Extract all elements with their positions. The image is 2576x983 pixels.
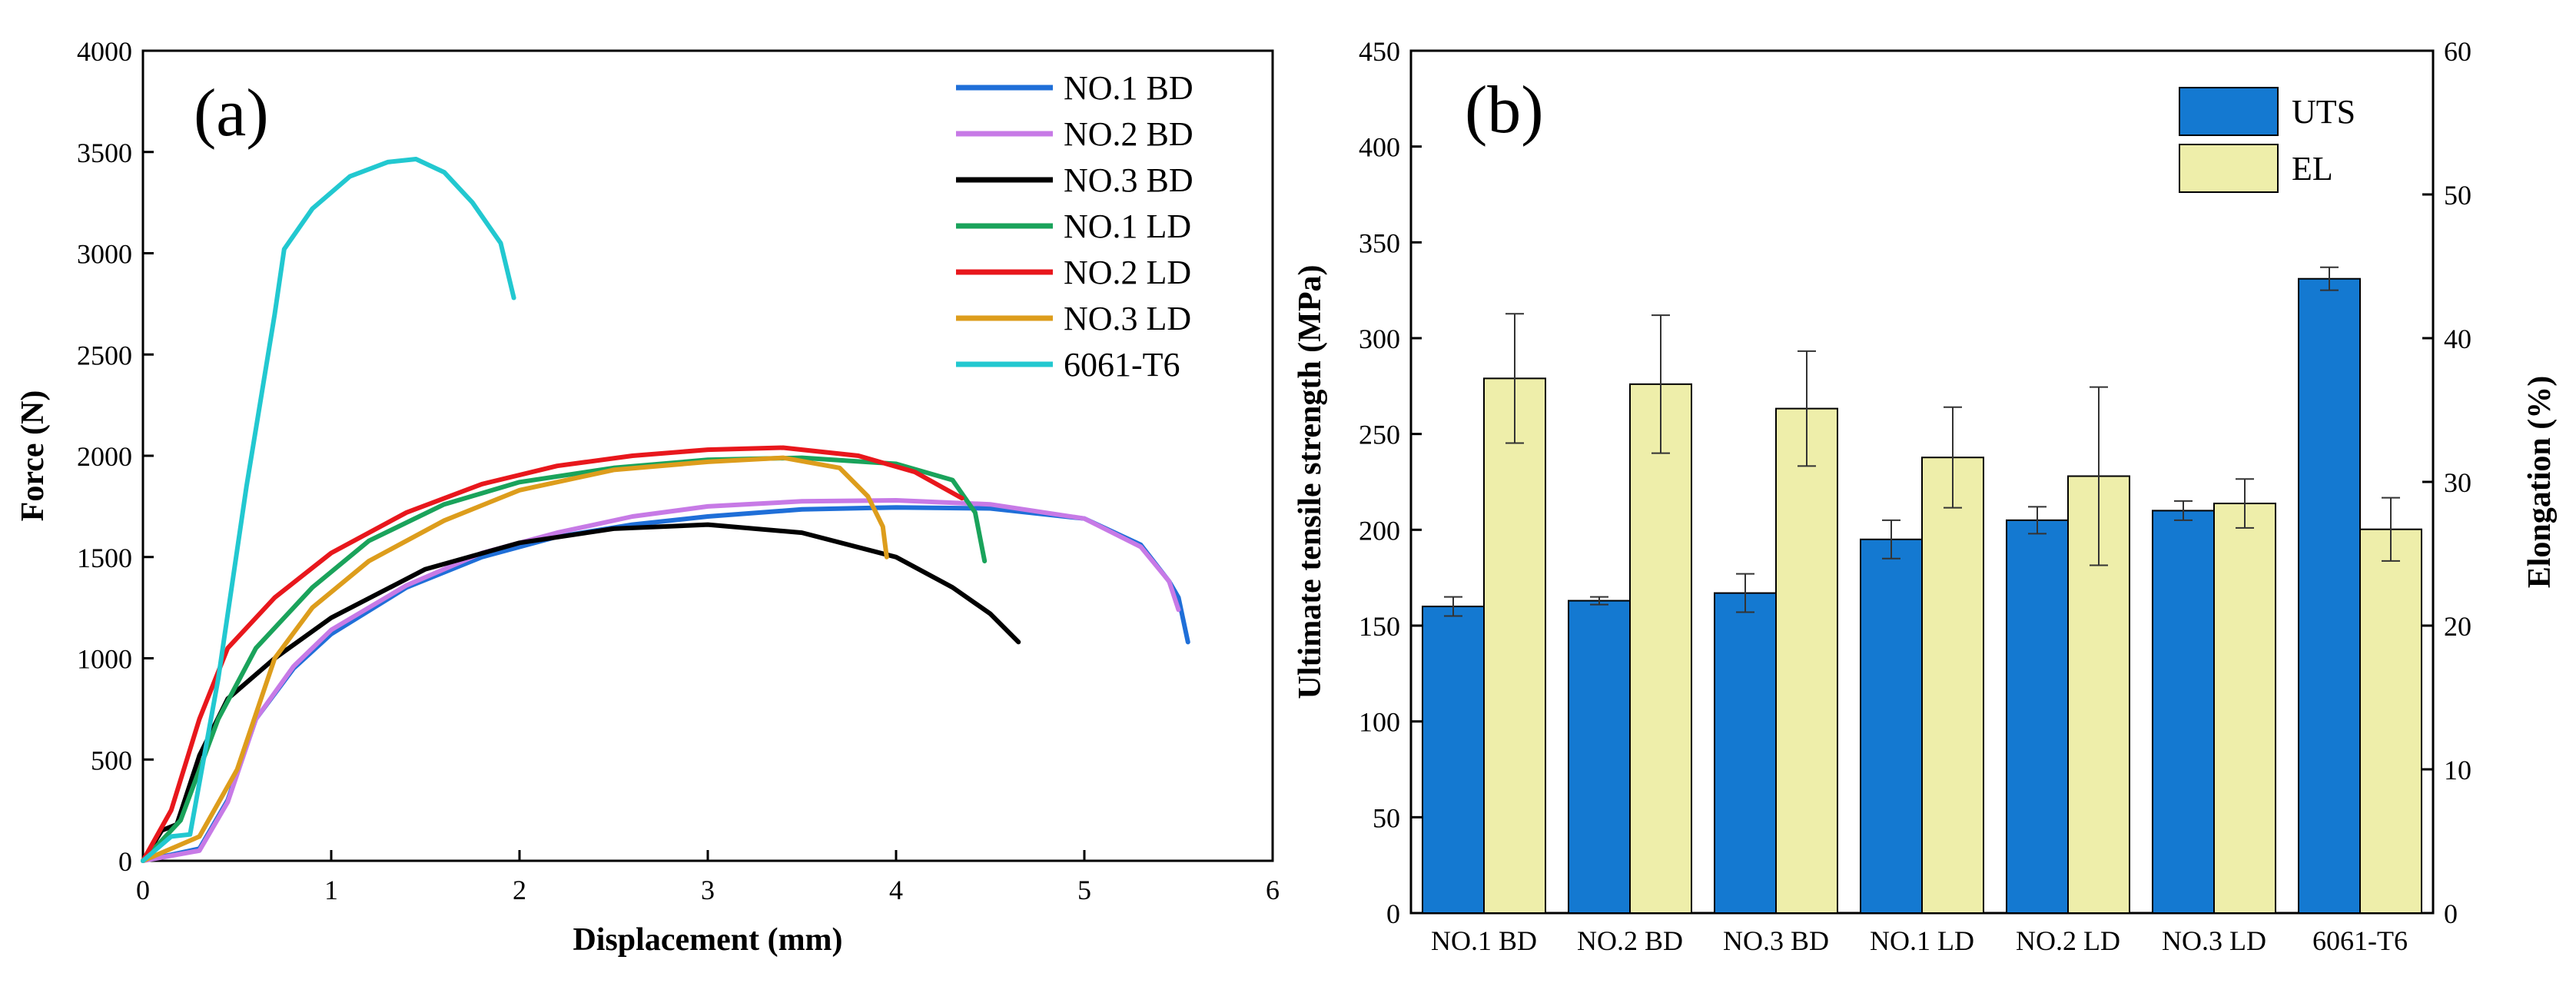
chart-b-bar-el-5 [2213, 503, 2276, 914]
chart-a-y-tick-label: 4000 [77, 36, 132, 67]
chart-b-left-tick-label: 350 [1359, 227, 1400, 258]
chart-b-bar-uts-6 [2298, 277, 2361, 914]
chart-a-series-line-6 [141, 157, 516, 863]
chart-a-legend: NO.1 BD NO.2 BD NO.3 BD NO.1 LD NO.2 LD NO.3 … [956, 69, 1193, 384]
chart-b-right-tick-label: 50 [2444, 180, 2471, 211]
chart-a-legend-label-0: NO.1 BD [1064, 69, 1193, 107]
chart-b-bar-uts-4 [2006, 519, 2069, 914]
chart-a-x-tick-label: 0 [136, 875, 150, 905]
chart-b-left-tick-label: 450 [1359, 36, 1400, 67]
chart-b-right-tick-label: 20 [2444, 611, 2471, 642]
chart-b-bars [1422, 266, 2422, 915]
chart-a-x-tick-label: 5 [1077, 875, 1091, 905]
chart-b-x-tick-label: NO.1 BD [1431, 925, 1537, 956]
chart-b-bar-el-0 [1483, 377, 1546, 914]
chart-b-legend-label-0: UTS [2292, 93, 2355, 131]
chart-a-x-tick-label: 3 [701, 875, 715, 905]
chart-b-x-tick-label: NO.3 BD [1723, 925, 1829, 956]
chart-a-series-line-3 [141, 455, 988, 863]
chart-b-left-tick-label: 150 [1359, 611, 1400, 642]
chart-a-legend-label-6: 6061-T6 [1064, 346, 1180, 384]
chart-b-legend: UTS EL [2179, 87, 2355, 193]
chart-b-left-tick-label: 0 [1386, 898, 1400, 929]
chart-a-y-tick-label: 0 [118, 846, 132, 877]
chart-a-series-line-2 [141, 522, 1021, 863]
chart-a-y-tick-label: 1000 [77, 644, 132, 675]
chart-b-right-tick-label: 40 [2444, 324, 2471, 354]
chart-b-bar-uts-5 [2152, 510, 2215, 914]
chart-b-panel-label: (b) [1465, 73, 1544, 148]
chart-a-legend-label-4: NO.2 LD [1064, 254, 1191, 291]
chart-b-ticks: 0 50 100 150 200 250 300 350 400 450 0 10 20 30 40 50 60… [1359, 36, 2471, 956]
chart-b-left-tick-label: 250 [1359, 420, 1400, 450]
chart-b-left-tick-label: 50 [1373, 802, 1400, 833]
chart-b-bar-el-1 [1629, 383, 1692, 914]
chart-a-legend-label-5: NO.3 LD [1064, 300, 1191, 337]
chart-a-series-line-1 [141, 498, 1181, 863]
chart-a-x-tick-label: 4 [889, 875, 903, 905]
chart-b-right-axis-title: Elongation (%) [2522, 376, 2558, 589]
chart-b-left-tick-label: 100 [1359, 707, 1400, 738]
chart-a-y-axis-title: Force (N) [15, 390, 51, 522]
chart-b-right-tick-label: 0 [2444, 898, 2458, 929]
chart-b-x-tick-label: NO.3 LD [2162, 925, 2266, 956]
chart-a-series-lines [141, 157, 1190, 863]
chart-a-x-tick-label: 1 [324, 875, 338, 905]
chart-b: 0 50 100 150 200 250 300 350 400 450 0 10 20 30 40 50 60… [1293, 36, 2558, 956]
chart-a-x-axis-title: Displacement (mm) [573, 922, 842, 958]
chart-b-legend-swatch-0 [2179, 87, 2279, 136]
chart-a-legend-label-3: NO.1 LD [1064, 208, 1191, 245]
chart-b-left-tick-label: 400 [1359, 132, 1400, 163]
chart-a-y-tick-label: 500 [91, 745, 132, 775]
chart-a-ticks: 0 1 2 3 4 5 6 0 500 1000 1500 2000 2500 3000 3500 4000 [77, 36, 1280, 905]
chart-b-left-axis-title: Ultimate tensile strength (MPa) [1293, 265, 1328, 699]
chart-b-x-tick-label: NO.2 BD [1577, 925, 1683, 956]
chart-b-bar-uts-2 [1714, 592, 1777, 914]
chart-a-legend-label-1: NO.2 BD [1064, 115, 1193, 153]
chart-b-legend-swatch-1 [2179, 144, 2279, 193]
chart-a-series-line-5 [141, 455, 889, 863]
chart-b-right-tick-label: 30 [2444, 467, 2471, 498]
chart-b-bar-el-6 [2359, 528, 2422, 915]
chart-b-right-tick-label: 60 [2444, 36, 2471, 67]
chart-b-x-tick-label: NO.1 LD [1870, 925, 1974, 956]
chart-b-bar-uts-3 [1860, 538, 1923, 914]
chart-a-series-line-0 [141, 505, 1190, 863]
chart-a-y-tick-label: 3500 [77, 138, 132, 168]
chart-a-y-tick-label: 1500 [77, 543, 132, 573]
chart-b-left-tick-label: 200 [1359, 515, 1400, 546]
chart-a-x-tick-label: 6 [1266, 875, 1280, 905]
chart-b-right-tick-label: 10 [2444, 755, 2471, 785]
chart-a-legend-label-2: NO.3 BD [1064, 161, 1193, 199]
chart-a-y-tick-label: 2500 [77, 340, 132, 370]
chart-a-x-tick-label: 2 [513, 875, 526, 905]
chart-a-y-tick-label: 3000 [77, 239, 132, 270]
chart-b-bar-el-2 [1775, 407, 1838, 914]
chart-a-panel-label: (a) [194, 76, 269, 151]
chart-a-series-line-4 [141, 445, 964, 863]
chart-b-bar-el-3 [1921, 457, 1984, 914]
chart-b-bar-uts-0 [1422, 606, 1485, 914]
chart-b-bar-uts-1 [1568, 599, 1631, 914]
chart-b-left-tick-label: 300 [1359, 324, 1400, 354]
chart-a: 0 1 2 3 4 5 605001000150020002500300035004000 … [15, 36, 1280, 958]
chart-a-y-tick-label: 2000 [77, 441, 132, 472]
chart-b-x-tick-label: 6061-T6 [2312, 925, 2408, 956]
chart-b-x-tick-label: NO.2 LD [2016, 925, 2120, 956]
chart-b-legend-label-1: EL [2292, 150, 2333, 188]
